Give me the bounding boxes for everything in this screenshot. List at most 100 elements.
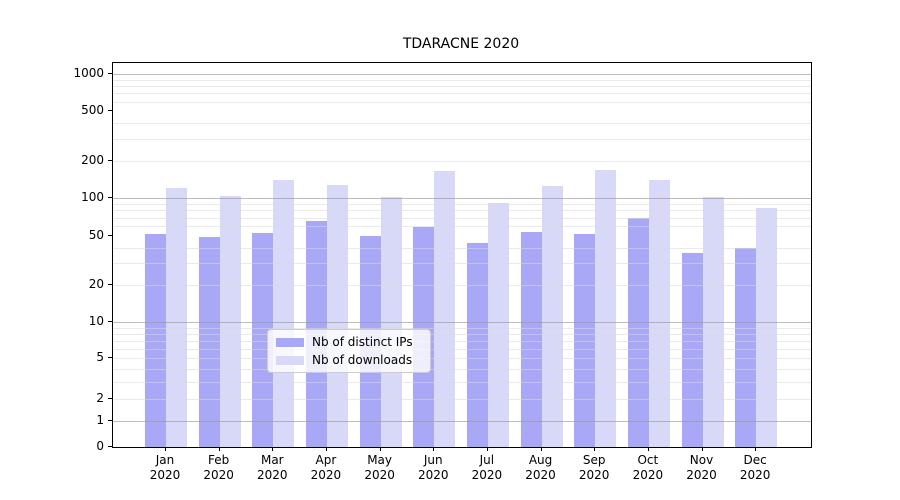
- x-tick-label-feb: Feb 2020: [203, 453, 234, 482]
- gridline-9: [113, 327, 811, 329]
- y-tick-label-20: 20: [88, 277, 104, 292]
- gridline-90: [113, 204, 811, 205]
- x-tick-mark-apr: [325, 447, 327, 451]
- y-tick-label-100: 100: [81, 190, 104, 205]
- y-tick-label-50: 50: [88, 227, 104, 242]
- gridline-20: [113, 285, 811, 287]
- y-tick-mark-500: [108, 110, 112, 112]
- gridline-5: [113, 358, 811, 360]
- gridline-200: [113, 160, 811, 162]
- y-tick-label-0: 0: [96, 439, 104, 453]
- gridline-900: [113, 79, 811, 81]
- legend-item-distinct-ips: Nb of distinct IPs: [276, 335, 422, 349]
- legend-swatch-distinct-ips: [276, 337, 304, 347]
- x-tick-label-may: May 2020: [364, 453, 395, 482]
- plot-area: [112, 62, 812, 448]
- y-tick-mark-200: [108, 159, 112, 161]
- gridline-1000: [113, 73, 811, 75]
- x-tick-mark-sep: [594, 447, 596, 451]
- bar-nb-of-distinct-ips-sep: [574, 233, 596, 447]
- gridline-6: [113, 348, 811, 350]
- y-tick-mark-50: [108, 234, 112, 236]
- y-tick-label-2: 2: [96, 391, 104, 406]
- x-tick-mark-dec: [755, 447, 757, 451]
- bar-nb-of-downloads-dec: [756, 207, 778, 447]
- x-tick-label-aug: Aug 2020: [525, 453, 556, 482]
- gridline-7: [113, 340, 811, 342]
- y-tick-mark-20: [108, 284, 112, 286]
- gridline-3: [113, 382, 811, 384]
- x-tick-mark-jun: [433, 447, 435, 451]
- chart-legend: Nb of distinct IPs Nb of downloads: [267, 329, 431, 373]
- gridline-1: [113, 421, 811, 422]
- bar-nb-of-distinct-ips-dec: [735, 247, 757, 447]
- y-tick-mark-5: [108, 357, 112, 359]
- gridline-400: [113, 123, 811, 125]
- y-tick-label-1000: 1000: [73, 65, 104, 80]
- x-tick-mark-nov: [701, 447, 703, 451]
- x-tick-label-apr: Apr 2020: [310, 453, 342, 482]
- y-tick-mark-0: [108, 446, 112, 447]
- bar-nb-of-distinct-ips-feb: [198, 236, 220, 447]
- y-tick-label-10: 10: [88, 314, 104, 329]
- bar-nb-of-downloads-jan: [166, 188, 187, 447]
- x-tick-mark-may: [379, 447, 381, 451]
- x-tick-label-mar: Mar 2020: [257, 453, 288, 482]
- x-tick-label-nov: Nov 2020: [686, 453, 717, 482]
- x-tick-label-oct: Oct 2020: [632, 453, 664, 482]
- bar-nb-of-downloads-feb: [219, 195, 241, 447]
- chart-title: TDARACNE 2020: [402, 36, 520, 52]
- y-tick-mark-100: [108, 197, 112, 199]
- bar-nb-of-downloads-mar: [273, 180, 295, 447]
- gridline-100: [113, 198, 811, 200]
- gridline-800: [113, 86, 811, 88]
- gridline-600: [113, 101, 811, 103]
- y-tick-mark-1: [108, 420, 112, 421]
- gridline-300: [113, 138, 811, 140]
- legend-label-downloads: Nb of downloads: [312, 353, 413, 367]
- x-tick-mark-jul: [486, 447, 488, 451]
- x-tick-label-sep: Sep 2020: [578, 453, 610, 482]
- bar-nb-of-downloads-sep: [595, 169, 617, 447]
- y-tick-mark-10: [108, 321, 112, 323]
- x-tick-mark-mar: [272, 447, 274, 451]
- y-tick-mark-1000: [108, 72, 112, 74]
- y-tick-label-200: 200: [81, 152, 104, 167]
- bar-nb-of-distinct-ips-jan: [145, 233, 166, 447]
- x-tick-mark-oct: [647, 447, 649, 451]
- bar-nb-of-downloads-jun: [434, 171, 456, 447]
- gridline-30: [113, 263, 811, 265]
- gridline-60: [113, 225, 811, 227]
- bar-nb-of-distinct-ips-nov: [681, 253, 703, 447]
- y-tick-mark-2: [108, 398, 112, 400]
- bar-nb-of-downloads-may: [380, 196, 402, 447]
- bar-nb-of-downloads-apr: [326, 184, 348, 447]
- legend-item-downloads: Nb of downloads: [276, 353, 422, 367]
- legend-swatch-downloads: [276, 355, 304, 365]
- x-tick-mark-jan: [165, 447, 166, 451]
- x-tick-mark-aug: [540, 447, 542, 451]
- gridline-700: [113, 93, 811, 95]
- gridline-80: [113, 210, 811, 212]
- gridline-10: [113, 322, 811, 324]
- legend-label-distinct-ips: Nb of distinct IPs: [312, 335, 413, 349]
- bar-nb-of-downloads-nov: [702, 197, 724, 447]
- bar-nb-of-distinct-ips-oct: [627, 218, 649, 447]
- gridline-2: [113, 399, 811, 401]
- y-tick-label-1: 1: [96, 413, 104, 427]
- bar-nb-of-downloads-aug: [541, 186, 563, 447]
- y-tick-label-500: 500: [81, 103, 104, 118]
- gridline-4: [113, 369, 811, 371]
- x-tick-label-dec: Dec 2020: [739, 453, 771, 482]
- bar-nb-of-distinct-ips-jul: [466, 242, 488, 447]
- gridline-8: [113, 333, 811, 335]
- bar-nb-of-distinct-ips-mar: [252, 232, 274, 447]
- bar-nb-of-downloads-jul: [487, 203, 509, 447]
- y-tick-label-5: 5: [96, 350, 104, 365]
- bar-nb-of-downloads-oct: [648, 180, 670, 447]
- x-tick-mark-feb: [218, 447, 220, 451]
- gridline-40: [113, 247, 811, 249]
- x-tick-label-jun: Jun 2020: [417, 453, 449, 482]
- gridline-70: [113, 217, 811, 219]
